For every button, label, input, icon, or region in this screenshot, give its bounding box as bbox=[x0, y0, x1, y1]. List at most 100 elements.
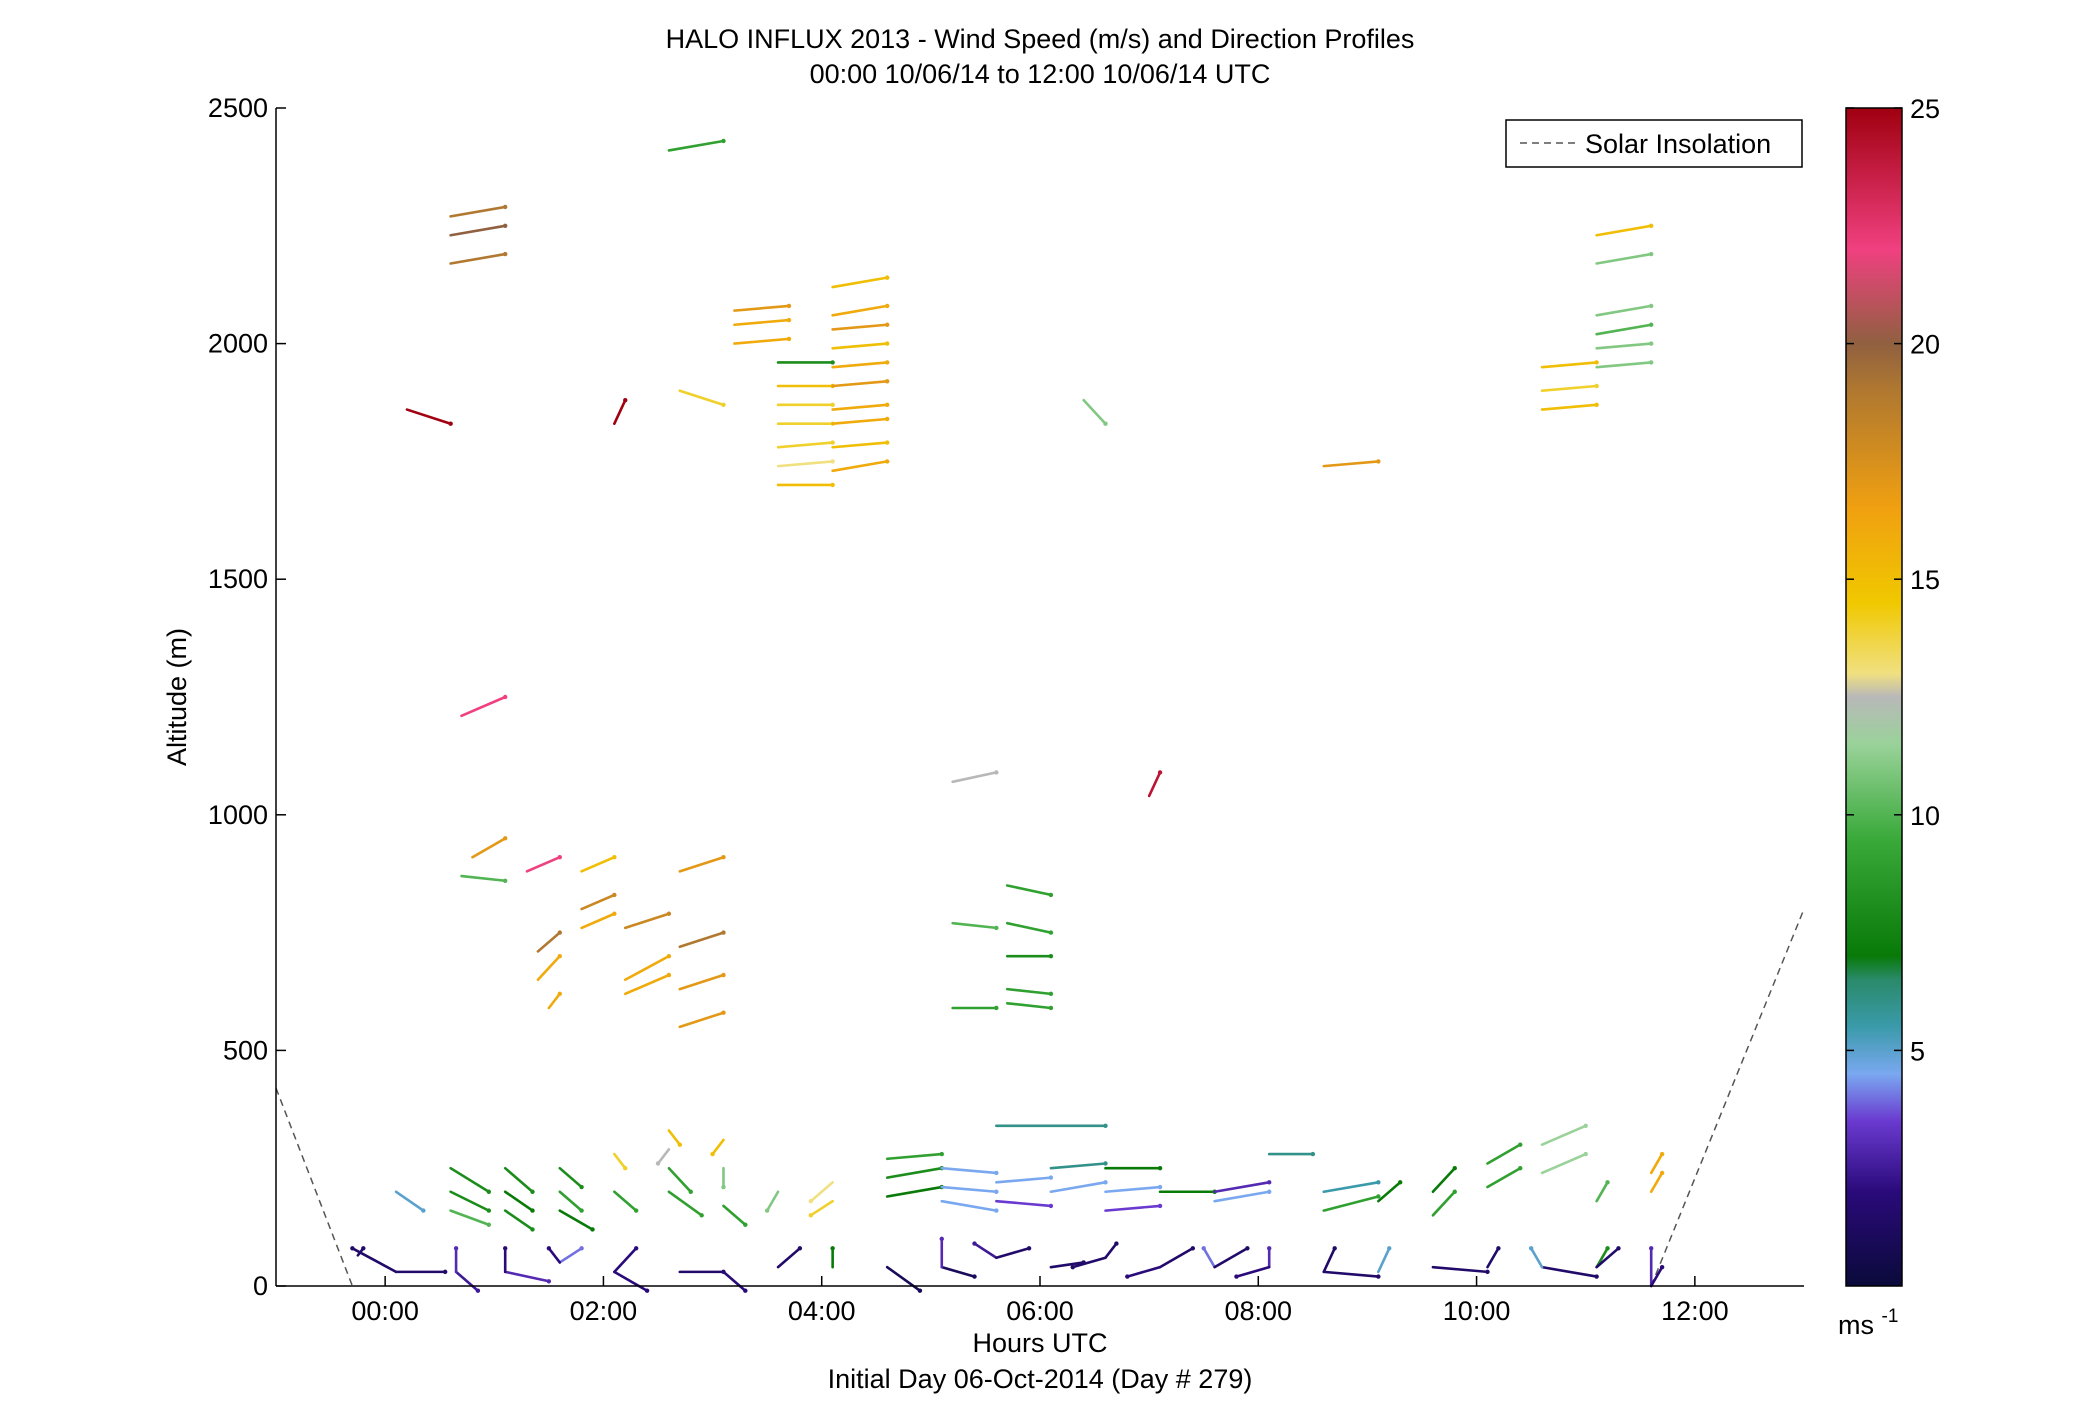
wind-barb-tip bbox=[885, 341, 890, 346]
wind-barb bbox=[580, 912, 616, 930]
wind-barb bbox=[1529, 1247, 1544, 1269]
x-tick-label: 04:00 bbox=[788, 1296, 856, 1326]
wind-barb-tip bbox=[1048, 930, 1054, 935]
wind-barb bbox=[623, 954, 671, 982]
wind-barb-tip bbox=[743, 1222, 748, 1227]
solar-insolation-layer bbox=[275, 908, 1805, 1287]
wind-barb bbox=[1540, 1265, 1598, 1278]
wind-barb-tip bbox=[939, 1151, 944, 1157]
wind-barb bbox=[951, 771, 998, 784]
wind-barb-tip bbox=[666, 953, 672, 959]
wind-barb bbox=[547, 1247, 562, 1264]
wind-barb-tip bbox=[1048, 892, 1054, 898]
wind-barb-tip bbox=[1245, 1246, 1250, 1251]
wind-barb-tip bbox=[1234, 1274, 1239, 1279]
wind-barb bbox=[722, 1270, 747, 1293]
wind-barb bbox=[1595, 1181, 1609, 1203]
wind-barb bbox=[656, 1148, 671, 1165]
colorbar-tick-label: 10 bbox=[1910, 801, 1940, 831]
wind-barb-tip bbox=[612, 892, 617, 898]
wind-barb bbox=[831, 276, 889, 289]
wind-barb-tip bbox=[808, 1213, 813, 1218]
y-tick-label: 2000 bbox=[208, 329, 268, 359]
wind-barb-tip bbox=[1103, 421, 1108, 426]
wind-barb bbox=[1202, 1247, 1216, 1269]
wind-barb bbox=[1595, 342, 1653, 350]
wind-barb bbox=[1377, 1181, 1402, 1203]
wind-barb-tip bbox=[546, 1279, 552, 1284]
wind-barb-tip bbox=[1649, 1246, 1654, 1251]
wind-barb-tip bbox=[1583, 1123, 1588, 1128]
wind-barb bbox=[678, 931, 725, 949]
wind-barb bbox=[1005, 921, 1053, 934]
wind-barb-tip bbox=[1528, 1246, 1534, 1251]
wind-barb-tip bbox=[557, 991, 562, 997]
wind-barb-tip bbox=[557, 930, 562, 935]
chart-title: HALO INFLUX 2013 - Wind Speed (m/s) and … bbox=[666, 24, 1415, 54]
wind-barb-tip bbox=[972, 1241, 977, 1246]
x-tick-label: 08:00 bbox=[1224, 1296, 1292, 1326]
wind-barb bbox=[558, 1209, 594, 1231]
wind-barb-tip bbox=[442, 1269, 448, 1275]
wind-barb bbox=[405, 408, 452, 426]
legend-label: Solar Insolation bbox=[1585, 129, 1771, 159]
wind-barb-tip bbox=[1605, 1246, 1610, 1251]
wind-barb-tip bbox=[721, 402, 726, 408]
wind-barb-tip bbox=[764, 1208, 770, 1213]
wind-barb bbox=[711, 1138, 725, 1156]
y-tick-label: 1000 bbox=[208, 800, 268, 830]
wind-barb bbox=[1082, 398, 1107, 426]
wind-barb bbox=[1595, 323, 1653, 336]
wind-barb-tip bbox=[453, 1246, 459, 1251]
wind-barb bbox=[667, 1190, 703, 1217]
wind-barb bbox=[831, 460, 889, 473]
wind-barb bbox=[1049, 1181, 1107, 1194]
y-axis-ticks: 0 500 1000 1500 2000 2500 bbox=[208, 93, 286, 1301]
wind-barb bbox=[503, 1270, 551, 1283]
wind-barb bbox=[460, 874, 507, 883]
wind-barb bbox=[1005, 1001, 1053, 1010]
wind-barb-tip bbox=[721, 855, 726, 860]
wind-barb-tip bbox=[1332, 1246, 1337, 1251]
wind-barb-tip bbox=[1048, 953, 1054, 959]
wind-barb bbox=[1649, 1152, 1664, 1175]
wind-barb-tip bbox=[1048, 1175, 1054, 1180]
wind-barb bbox=[613, 398, 627, 426]
wind-barb bbox=[1158, 1247, 1195, 1269]
wind-barb-tip bbox=[994, 1208, 999, 1213]
wind-barb-tip bbox=[421, 1208, 426, 1213]
wind-barb bbox=[885, 1166, 944, 1179]
wind-barb bbox=[471, 837, 507, 859]
wind-barb-tip bbox=[623, 1166, 628, 1171]
wind-barb-tip bbox=[885, 440, 890, 445]
wind-barb bbox=[1431, 1166, 1457, 1194]
wind-barb bbox=[558, 1247, 583, 1264]
wind-barb-tip bbox=[885, 303, 890, 309]
wind-barb-tip bbox=[1157, 1184, 1163, 1190]
wind-barb-tip bbox=[688, 1189, 693, 1194]
wind-barb-tip bbox=[885, 379, 890, 384]
wind-barb bbox=[547, 992, 562, 1010]
wind-barb-tip bbox=[633, 1246, 639, 1251]
wind-barb-tip bbox=[1267, 1189, 1272, 1194]
wind-barb-tip bbox=[786, 317, 792, 323]
wind-barb-tip bbox=[1114, 1241, 1119, 1246]
wind-barb-tip bbox=[503, 1246, 508, 1251]
wind-barb bbox=[995, 1247, 1031, 1260]
wind-barb-tip bbox=[797, 1246, 803, 1251]
wind-barb bbox=[1126, 1265, 1162, 1278]
wind-barb-tip bbox=[1452, 1189, 1457, 1194]
wind-barb-tip bbox=[1594, 383, 1599, 389]
wind-barb-tip bbox=[1157, 1166, 1163, 1171]
wind-barb-tip bbox=[448, 421, 453, 426]
wind-barb bbox=[1049, 1162, 1107, 1170]
wind-barb-tip bbox=[361, 1246, 366, 1251]
wind-barb-tip bbox=[677, 1142, 683, 1147]
solar-insolation-line bbox=[1650, 908, 1805, 1287]
wind-barb bbox=[1486, 1143, 1522, 1165]
wind-barb bbox=[613, 1247, 638, 1274]
wind-barb bbox=[1322, 1195, 1380, 1212]
colorbar-tick-label: 20 bbox=[1910, 330, 1940, 360]
wind-barb bbox=[831, 441, 889, 449]
